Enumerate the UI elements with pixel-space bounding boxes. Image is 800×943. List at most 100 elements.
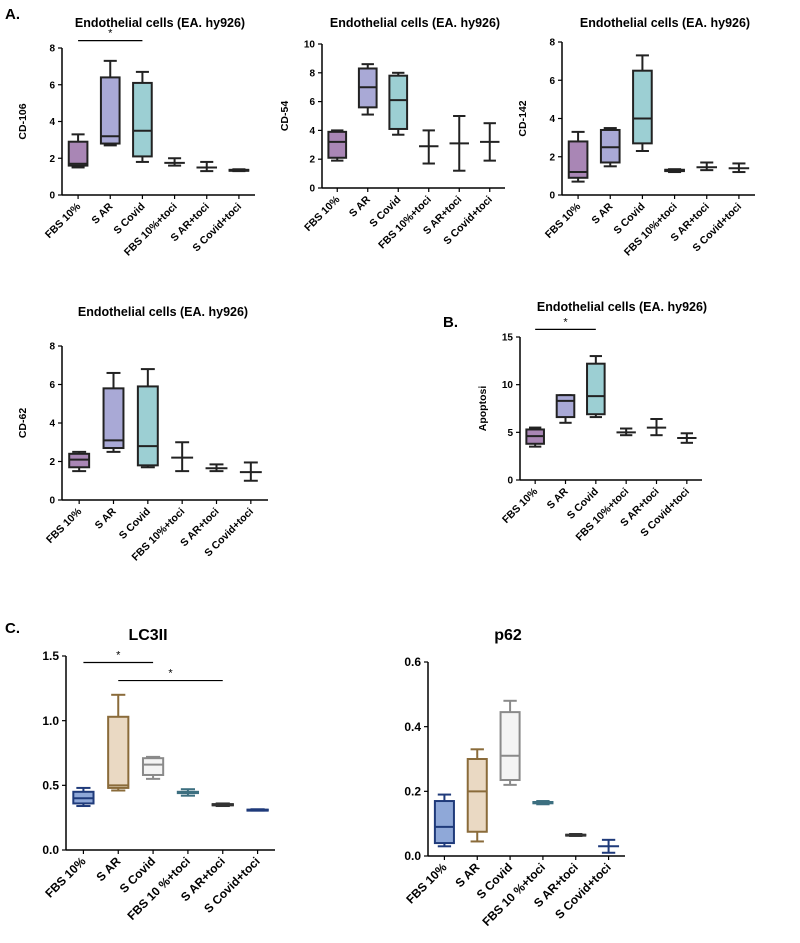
box-body bbox=[466, 758, 488, 833]
x-tick-label: S AR bbox=[589, 200, 615, 226]
box-apoptosi-5 bbox=[677, 432, 697, 444]
y-tick-label: 0 bbox=[49, 191, 55, 202]
y-axis-label: Apoptosi bbox=[477, 386, 489, 432]
box-apoptosi-4 bbox=[646, 417, 667, 437]
significance-label: * bbox=[168, 668, 173, 680]
y-tick-label: 4 bbox=[549, 114, 555, 125]
y-tick-label: 0.0 bbox=[42, 843, 59, 857]
box-body bbox=[132, 81, 153, 158]
box-p62-4 bbox=[565, 833, 587, 837]
y-tick-label: 0 bbox=[309, 184, 315, 195]
y-axis-label: CD-54 bbox=[279, 101, 291, 132]
x-tick-label: S AR bbox=[545, 485, 571, 511]
box-body bbox=[555, 394, 576, 419]
box-cd142-3 bbox=[664, 168, 685, 174]
box-cd106-2 bbox=[132, 70, 153, 163]
box-lc3ii-5 bbox=[246, 808, 269, 812]
y-tick-label: 0.4 bbox=[404, 720, 421, 734]
box-body bbox=[567, 140, 589, 179]
box-cd62-3 bbox=[171, 441, 194, 473]
y-axis-label: CD-142 bbox=[517, 100, 529, 136]
y-tick-label: 5 bbox=[507, 428, 513, 439]
box-lc3ii-0 bbox=[72, 786, 95, 808]
box-body bbox=[67, 140, 89, 167]
box-p62-0 bbox=[433, 793, 455, 848]
y-tick-label: 2 bbox=[549, 152, 555, 163]
box-apoptosi-0 bbox=[525, 426, 545, 448]
chart-cd62: Endothelial cells (EA. hy926) 0 2 4 6 8 CD-62 F… bbox=[17, 305, 268, 563]
panel-label-b: B. bbox=[443, 314, 458, 331]
chart-title: Endothelial cells (EA. hy926) bbox=[580, 16, 750, 30]
y-tick-label: 4 bbox=[49, 419, 55, 430]
panel-label-a: A. bbox=[5, 6, 20, 23]
y-tick-label: 8 bbox=[549, 38, 555, 49]
y-tick-label: 15 bbox=[502, 333, 514, 344]
box-cd54-3 bbox=[419, 129, 439, 165]
box-cd54-2 bbox=[388, 71, 409, 136]
y-tick-label: 1.0 bbox=[42, 714, 59, 728]
box-cd106-0 bbox=[67, 133, 89, 169]
box-body bbox=[141, 757, 165, 776]
y-tick-label: 6 bbox=[549, 76, 555, 87]
y-tick-label: 0 bbox=[507, 476, 513, 487]
y-tick-label: 0.6 bbox=[404, 655, 421, 669]
y-tick-label: 4 bbox=[309, 126, 315, 137]
box-body bbox=[327, 130, 348, 159]
box-cd62-1 bbox=[102, 371, 125, 453]
panel-label-c: C. bbox=[5, 620, 20, 637]
box-p62-5 bbox=[598, 838, 620, 854]
chart-cd54: Endothelial cells (EA. hy926) 0 2 4 6 8 10 CD-5… bbox=[279, 16, 505, 251]
box-apoptosi-3 bbox=[616, 427, 636, 437]
box-cd62-2 bbox=[136, 368, 159, 469]
x-tick-label: FBS 10% bbox=[43, 200, 84, 241]
y-tick-label: 1.5 bbox=[42, 649, 59, 663]
box-body bbox=[99, 76, 121, 145]
y-tick-label: 6 bbox=[49, 80, 55, 91]
box-cd54-5 bbox=[480, 122, 500, 162]
y-tick-label: 10 bbox=[502, 380, 514, 391]
chart-title: Endothelial cells (EA. hy926) bbox=[330, 16, 500, 30]
box-p62-2 bbox=[499, 699, 521, 786]
box-apoptosi-2 bbox=[586, 355, 606, 419]
box-body bbox=[433, 800, 455, 845]
chart-title: LC3II bbox=[128, 627, 167, 644]
box-lc3ii-4 bbox=[211, 802, 234, 808]
y-tick-label: 0 bbox=[549, 191, 555, 202]
x-tick-label: FBS 10% bbox=[42, 854, 88, 900]
box-cd142-4 bbox=[696, 161, 718, 172]
x-tick-label: FBS 10% bbox=[500, 485, 541, 526]
significance-label: * bbox=[116, 649, 121, 661]
significance-label: * bbox=[108, 28, 113, 40]
box-lc3ii-1 bbox=[107, 693, 130, 792]
box-body bbox=[136, 385, 159, 467]
box-cd106-4 bbox=[196, 160, 218, 173]
y-axis-label: CD-62 bbox=[17, 408, 29, 439]
y-tick-label: 8 bbox=[309, 68, 315, 79]
y-tick-label: 2 bbox=[309, 155, 315, 166]
box-body bbox=[388, 74, 409, 130]
box-cd54-1 bbox=[357, 63, 378, 116]
box-p62-1 bbox=[466, 748, 488, 843]
chart-title: Endothelial cells (EA. hy926) bbox=[75, 16, 245, 30]
box-body bbox=[632, 69, 653, 145]
x-tick-label: FBS 10% bbox=[403, 860, 449, 906]
box-cd106-3 bbox=[164, 157, 185, 167]
box-cd142-2 bbox=[632, 54, 653, 153]
box-cd54-4 bbox=[449, 115, 469, 172]
chart-title: Endothelial cells (EA. hy926) bbox=[537, 300, 707, 314]
box-apoptosi-1 bbox=[555, 394, 576, 424]
x-tick-label: S AR bbox=[347, 193, 373, 219]
x-tick-label: FBS 10% bbox=[543, 200, 584, 241]
y-tick-label: 10 bbox=[304, 40, 316, 51]
box-cd106-1 bbox=[99, 59, 121, 147]
x-tick-label: FBS 10%+toci bbox=[573, 486, 631, 544]
y-tick-label: 2 bbox=[49, 154, 55, 165]
x-tick-label: FBS 10% bbox=[302, 193, 343, 234]
y-axis-label: CD-106 bbox=[17, 103, 29, 139]
y-tick-label: 8 bbox=[49, 342, 55, 353]
box-cd142-1 bbox=[599, 127, 621, 168]
chart-cd106: Endothelial cells (EA. hy926) 0 2 4 6 8 CD-106… bbox=[17, 16, 255, 258]
